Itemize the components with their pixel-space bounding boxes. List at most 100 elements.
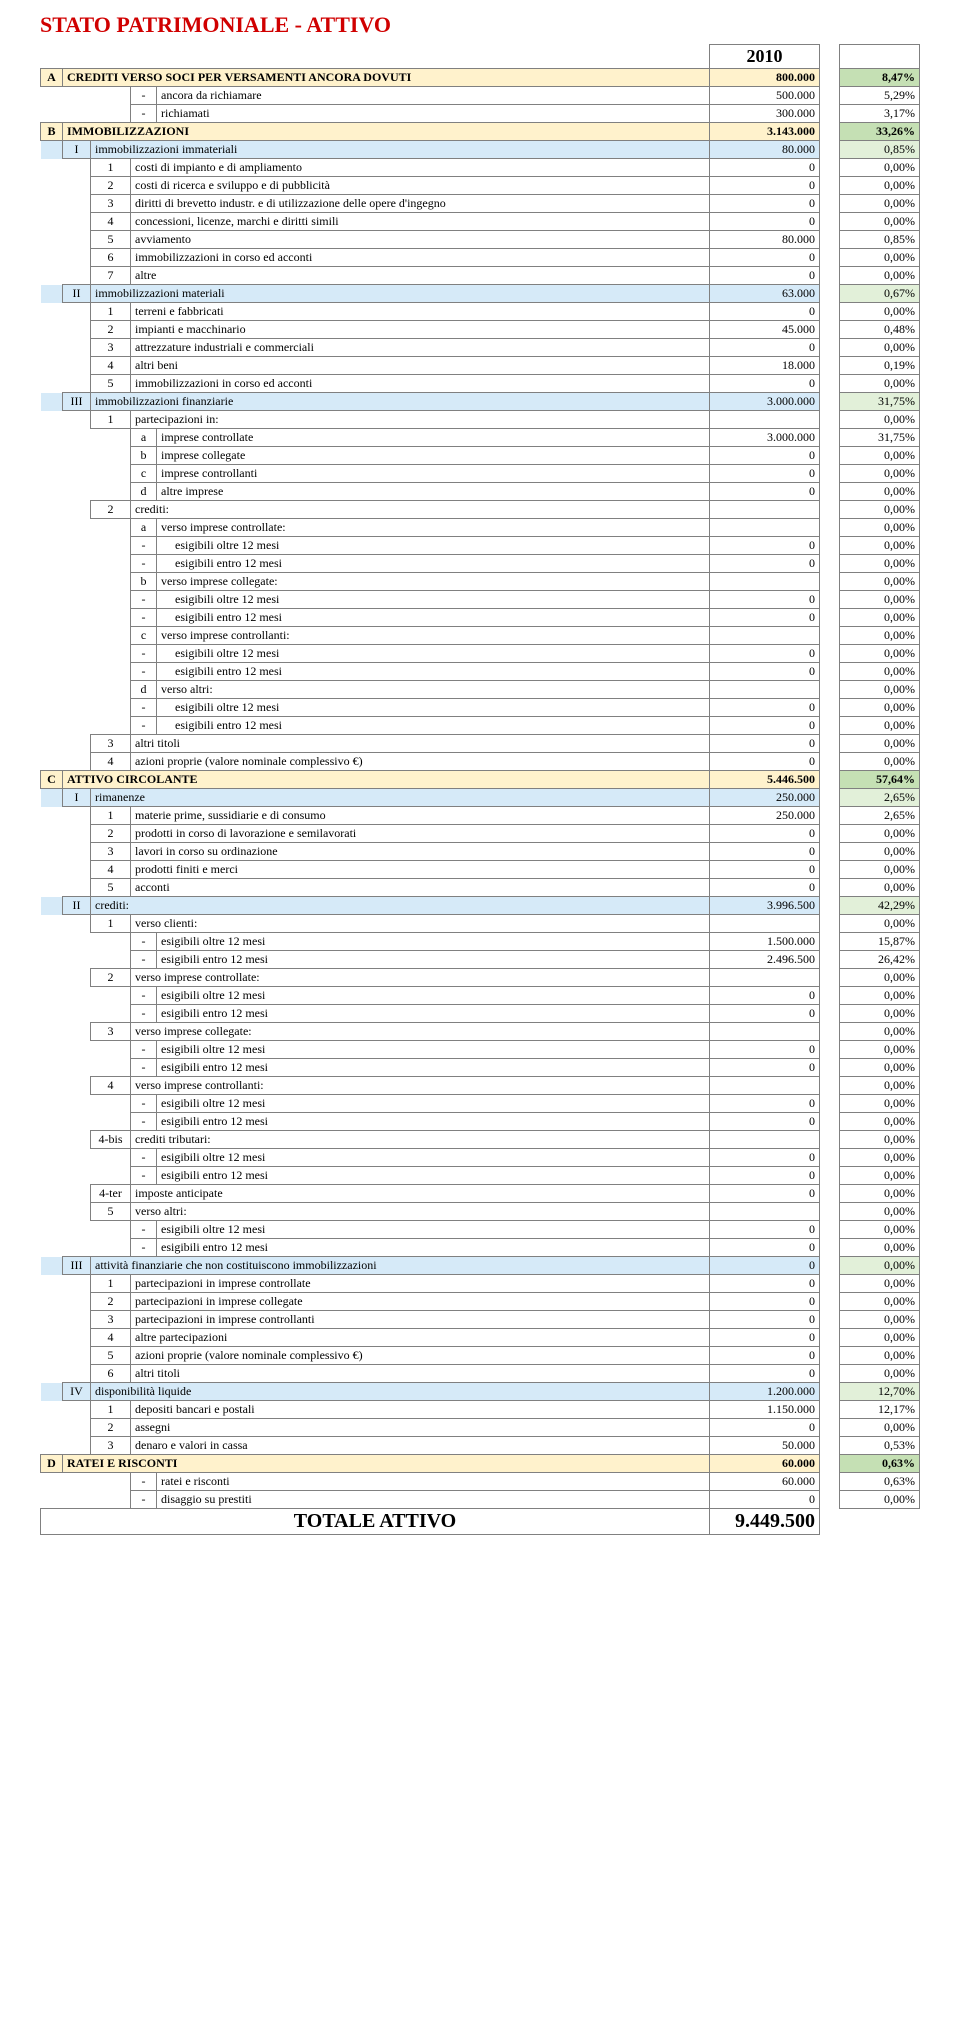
row-index <box>91 951 131 969</box>
row-description: terreni e fabbricati <box>131 303 710 321</box>
row-index <box>63 249 91 267</box>
row-value: 0 <box>710 591 820 609</box>
row-index <box>63 609 91 627</box>
row-index <box>41 321 63 339</box>
row-percent: 31,75% <box>840 393 920 411</box>
row-value: 0 <box>710 879 820 897</box>
row-index <box>41 1149 63 1167</box>
row-index: - <box>131 1491 157 1509</box>
row-index: a <box>131 519 157 537</box>
row-value: 1.500.000 <box>710 933 820 951</box>
row-index <box>41 1257 63 1275</box>
table-row: -esigibili entro 12 mesi00,00% <box>41 1113 920 1131</box>
row-index: 5 <box>91 375 131 393</box>
row-index: I <box>63 789 91 807</box>
row-description: disponibilità liquide <box>91 1383 710 1401</box>
row-value: 0 <box>710 447 820 465</box>
row-percent: 0,00% <box>840 177 920 195</box>
row-index <box>91 537 131 555</box>
table-row: 2crediti:0,00% <box>41 501 920 519</box>
row-description: esigibili entro 12 mesi <box>157 717 710 735</box>
row-index <box>91 591 131 609</box>
row-index <box>91 717 131 735</box>
balance-sheet-table: 2010 ACREDITI VERSO SOCI PER VERSAMENTI … <box>40 44 920 1535</box>
total-value: 9.449.500 <box>710 1509 820 1535</box>
table-row: -esigibili oltre 12 mesi00,00% <box>41 1095 920 1113</box>
row-index <box>41 1167 63 1185</box>
row-index <box>41 1059 63 1077</box>
row-percent: 0,00% <box>840 1239 920 1257</box>
table-row: 4azioni proprie (valore nominale comples… <box>41 753 920 771</box>
row-index <box>63 537 91 555</box>
row-index: - <box>131 1221 157 1239</box>
row-index: - <box>131 645 157 663</box>
table-row: 4-biscrediti tributari:0,00% <box>41 1131 920 1149</box>
row-index <box>63 195 91 213</box>
row-description: crediti: <box>91 897 710 915</box>
row-index: 5 <box>91 879 131 897</box>
row-index: 4 <box>91 753 131 771</box>
row-description: CREDITI VERSO SOCI PER VERSAMENTI ANCORA… <box>63 69 710 87</box>
row-description: attrezzature industriali e commerciali <box>131 339 710 357</box>
row-value: 0 <box>710 663 820 681</box>
row-index <box>41 1401 63 1419</box>
row-percent: 0,00% <box>840 1131 920 1149</box>
row-index: 3 <box>91 843 131 861</box>
row-index <box>41 411 63 429</box>
row-description: imprese controllanti <box>157 465 710 483</box>
row-index <box>63 1203 91 1221</box>
row-value: 0 <box>710 1005 820 1023</box>
row-index <box>63 321 91 339</box>
row-percent: 0,00% <box>840 1185 920 1203</box>
table-row: averso imprese controllate:0,00% <box>41 519 920 537</box>
row-index <box>41 1383 63 1401</box>
row-description: esigibili entro 12 mesi <box>157 1167 710 1185</box>
row-index <box>63 1311 91 1329</box>
table-row: 1depositi bancari e postali1.150.00012,1… <box>41 1401 920 1419</box>
row-percent: 5,29% <box>840 87 920 105</box>
row-index <box>41 1437 63 1455</box>
row-index <box>63 663 91 681</box>
row-index <box>41 717 63 735</box>
table-row: 4verso imprese controllanti:0,00% <box>41 1077 920 1095</box>
table-row: 6altri titoli00,00% <box>41 1365 920 1383</box>
row-value: 18.000 <box>710 357 820 375</box>
row-index <box>63 717 91 735</box>
row-index <box>41 1131 63 1149</box>
table-row: 2costi di ricerca e sviluppo e di pubbli… <box>41 177 920 195</box>
row-index <box>91 447 131 465</box>
row-value: 3.143.000 <box>710 123 820 141</box>
row-percent: 26,42% <box>840 951 920 969</box>
row-index <box>63 177 91 195</box>
row-index <box>41 1473 63 1491</box>
row-index <box>91 105 131 123</box>
row-index <box>91 1113 131 1131</box>
row-index <box>41 645 63 663</box>
table-row: DRATEI E RISCONTI60.0000,63% <box>41 1455 920 1473</box>
table-row: IVdisponibilità liquide1.200.00012,70% <box>41 1383 920 1401</box>
row-index <box>41 789 63 807</box>
row-index: 1 <box>91 915 131 933</box>
row-index <box>63 825 91 843</box>
row-value: 0 <box>710 537 820 555</box>
row-index <box>63 447 91 465</box>
row-description: acconti <box>131 879 710 897</box>
row-description: costi di ricerca e sviluppo e di pubblic… <box>131 177 710 195</box>
row-index <box>41 1203 63 1221</box>
row-index: 4 <box>91 1077 131 1095</box>
row-index <box>91 87 131 105</box>
row-index <box>41 987 63 1005</box>
table-row: IIimmobilizzazioni materiali63.0000,67% <box>41 285 920 303</box>
row-value: 3.000.000 <box>710 393 820 411</box>
row-description: lavori in corso su ordinazione <box>131 843 710 861</box>
table-row: -esigibili entro 12 mesi00,00% <box>41 663 920 681</box>
table-row: dverso altri:0,00% <box>41 681 920 699</box>
row-description: esigibili oltre 12 mesi <box>157 1149 710 1167</box>
row-index: 5 <box>91 1347 131 1365</box>
row-description: impianti e macchinario <box>131 321 710 339</box>
row-index <box>63 375 91 393</box>
row-index <box>91 1149 131 1167</box>
row-percent: 0,00% <box>840 195 920 213</box>
row-index <box>41 681 63 699</box>
row-index: - <box>131 1149 157 1167</box>
